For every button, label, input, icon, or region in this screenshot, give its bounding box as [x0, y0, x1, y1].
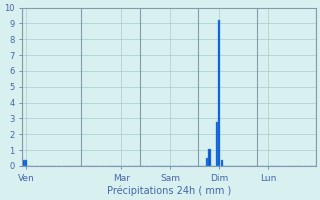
Bar [22, 160, 25, 166]
Bar [206, 158, 208, 166]
Bar [216, 122, 218, 166]
Bar [25, 160, 27, 166]
Bar [220, 160, 223, 166]
Bar [218, 20, 220, 166]
X-axis label: Précipitations 24h ( mm ): Précipitations 24h ( mm ) [107, 185, 231, 196]
Bar [208, 149, 211, 166]
